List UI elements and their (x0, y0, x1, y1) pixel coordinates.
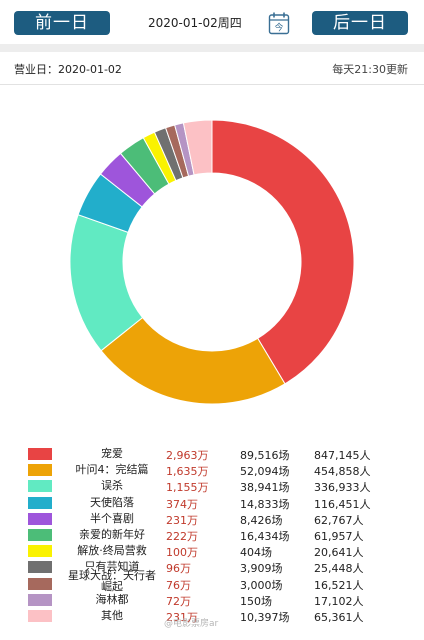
legend-swatch (28, 529, 52, 541)
legend-swatch (28, 448, 52, 460)
box-office-value: 374万 (166, 497, 198, 511)
box-office-value: 96万 (166, 562, 191, 576)
legend-row: 其他 231万 10,397场 65,361人 (0, 608, 424, 624)
donut-slice-11 (182, 119, 213, 176)
current-date: 2020-01-02周四 (148, 16, 242, 30)
legend-swatch (28, 561, 52, 574)
update-note: 每天21:30更新 (332, 63, 408, 76)
film-name: 其他 (101, 609, 123, 622)
legend-swatch (28, 496, 52, 509)
donut-slice-1 (211, 119, 355, 385)
show-count: 52,094场 (240, 465, 290, 479)
box-office-value: 222万 (166, 530, 198, 543)
show-count: 3,909场 (240, 562, 283, 576)
legend-swatch (28, 545, 52, 558)
show-count: 38,941场 (240, 481, 290, 495)
show-count: 3,000场 (240, 578, 283, 592)
business-date: 营业日：2020-01-02 (14, 63, 122, 76)
show-count: 404场 (240, 546, 272, 560)
top-bar: 前一日 2020-01-02周四 今 后一日 (0, 0, 424, 44)
box-office-value: 1,155万 (166, 481, 209, 495)
previous-day-button[interactable]: 前一日 (14, 11, 110, 35)
show-count: 8,426场 (240, 513, 283, 527)
film-name: 半个喜剧 (90, 511, 134, 525)
audience-count: 62,767人 (314, 513, 364, 527)
audience-count: 20,641人 (314, 546, 364, 560)
film-name: 天使陷落 (90, 495, 134, 509)
legend-row: 叶问4：完结篇 1,635万 52,094场 454,858人 (0, 462, 424, 478)
legend-row: 宠爱 2,963万 89,516场 847,145人 (0, 446, 424, 462)
legend-row: 天使陷落 374万 14,833场 116,451人 (0, 495, 424, 511)
film-name: 星球大战：天行者崛起 (68, 568, 156, 593)
film-name: 亲爱的新年好 (79, 528, 145, 541)
separator (0, 84, 424, 85)
film-name: 宠爱 (101, 447, 123, 460)
info-row: 营业日：2020-01-02 每天21:30更新 (0, 52, 424, 84)
audience-count: 116,451人 (314, 497, 371, 511)
legend-row: 只有芸知道 96万 3,909场 25,448人 (0, 559, 424, 575)
donut-slice-2 (100, 316, 286, 405)
watermark: @电影票房ar (164, 619, 219, 629)
legend-row: 星球大战：天行者崛起 76万 3,000场 16,521人 (0, 570, 424, 592)
show-count: 89,516场 (240, 449, 290, 462)
audience-count: 847,145人 (314, 449, 371, 462)
audience-count: 17,102人 (314, 594, 364, 608)
audience-count: 25,448人 (314, 562, 364, 576)
show-count: 14,833场 (240, 497, 290, 511)
calendar-today-char: 今 (274, 22, 283, 34)
legend-row: 亲爱的新年好 222万 16,434场 61,957人 (0, 527, 424, 543)
next-day-button[interactable]: 后一日 (312, 11, 408, 35)
legend-swatch (28, 480, 52, 493)
legend-swatch (28, 593, 52, 606)
box-office-value: 76万 (166, 578, 191, 592)
audience-count: 65,361人 (314, 611, 364, 624)
legend-row: 半个喜剧 231万 8,426场 62,767人 (0, 511, 424, 527)
legend-swatch (28, 577, 52, 590)
separator (0, 44, 424, 52)
legend-swatch (28, 512, 52, 525)
show-count: 10,397场 (240, 611, 290, 624)
box-office-value: 100万 (166, 546, 198, 560)
film-name: 解放·终局营救 (77, 544, 147, 558)
audience-count: 336,933人 (314, 481, 371, 495)
audience-count: 454,858人 (314, 465, 371, 479)
show-count: 150场 (240, 594, 272, 608)
legend-row: 海林都 72万 150场 17,102人 (0, 592, 424, 608)
show-count: 16,434场 (240, 530, 290, 543)
box-office-value: 231万 (166, 513, 198, 527)
film-name: 误杀 (101, 479, 123, 493)
legend-swatch (28, 610, 52, 622)
legend-swatch (28, 464, 52, 477)
box-office-value: 72万 (166, 594, 191, 608)
box-office-value: 231万 (166, 611, 198, 624)
audience-count: 61,957人 (314, 530, 364, 543)
legend-row: 解放·终局营救 100万 404场 20,641人 (0, 543, 424, 559)
film-name: 叶问4：完结篇 (75, 463, 149, 477)
audience-count: 16,521人 (314, 578, 364, 592)
film-name: 海林都 (95, 592, 129, 606)
calendar-icon[interactable]: 今 (268, 11, 290, 35)
box-office-value: 1,635万 (166, 465, 209, 479)
legend-row: 误杀 1,155万 38,941场 336,933人 (0, 478, 424, 494)
film-name: 只有芸知道 (84, 560, 140, 574)
box-office-donut-chart (69, 119, 355, 405)
box-office-value: 2,963万 (166, 449, 209, 462)
